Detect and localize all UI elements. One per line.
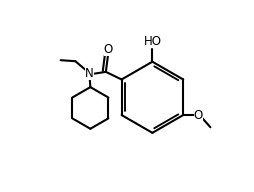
- Text: O: O: [194, 108, 203, 122]
- Text: N: N: [85, 67, 94, 80]
- Text: HO: HO: [144, 35, 161, 48]
- Text: O: O: [104, 42, 113, 55]
